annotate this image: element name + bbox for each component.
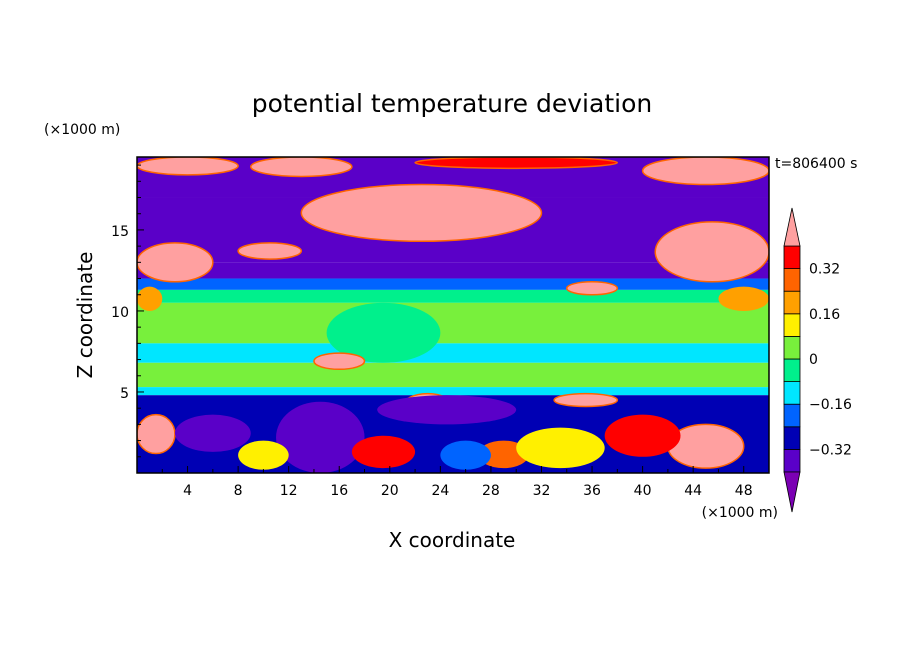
contour-patch-23: [516, 427, 605, 469]
colorbar-segment-9: [783, 245, 801, 270]
x-tick-label-16: 16: [330, 483, 348, 499]
contour-patch-1: [250, 157, 353, 178]
x-tick-label-20: 20: [381, 483, 399, 499]
contour-band-8: [137, 387, 769, 396]
colorbar-label-2: 0: [809, 352, 818, 368]
contour-band-3: [137, 278, 769, 290]
y-tick-label-5: 5: [120, 386, 129, 402]
contour-patch-7: [654, 221, 769, 283]
contour-patch-15: [137, 413, 176, 455]
contour-patch-12: [313, 352, 366, 371]
contour-patch-21: [478, 440, 529, 469]
colorbar-segment-1: [783, 426, 801, 450]
chart-title: potential temperature deviation: [252, 89, 652, 118]
x-tick-label-48: 48: [735, 483, 753, 499]
contour-patch-19: [377, 395, 517, 425]
contour-patch-11: [326, 302, 441, 363]
x-tick-label-4: 4: [183, 483, 192, 499]
contour-patch-22: [604, 414, 681, 457]
x-tick-label-36: 36: [583, 483, 601, 499]
x-axis-label: X coordinate: [389, 528, 516, 552]
colorbar-segment-6: [783, 313, 801, 337]
x-tick-label-12: 12: [280, 483, 298, 499]
contour-patch-20: [351, 435, 416, 469]
y-axis-label: Z coordinate: [73, 252, 97, 379]
plot-frame: [136, 156, 770, 474]
contour-band-5: [137, 302, 769, 344]
x-tick-label-44: 44: [684, 483, 702, 499]
colorbar-label-1: 0.16: [809, 307, 840, 323]
plot-area: [137, 157, 769, 473]
colorbar-label-3: −0.16: [809, 397, 852, 413]
colorbar-segment-8: [783, 268, 801, 292]
contour-patch-0: [137, 157, 239, 176]
colorbar: 0.32 0.16 0 −0.16 −0.32: [783, 207, 852, 513]
x-axis: 4 8 12 16 20 24 28 32 36 40 44 48: [161, 466, 753, 499]
colorbar-top-extension: [783, 207, 801, 247]
x-tick-label-32: 32: [533, 483, 551, 499]
colorbar-bottom-extension: [783, 471, 801, 513]
colorbar-label-0: 0.32: [809, 262, 840, 278]
x-tick-label-40: 40: [634, 483, 652, 499]
colorbar-segment-4: [783, 358, 801, 383]
contour-patch-8: [566, 281, 619, 296]
time-label: t=806400 s: [775, 156, 857, 172]
colorbar-label-4: −0.32: [809, 442, 852, 458]
contour-patch-14: [553, 392, 619, 408]
x-tick-label-8: 8: [234, 483, 243, 499]
y-axis: 5 10 15: [111, 164, 144, 458]
colorbar-segment-0: [783, 448, 801, 473]
contour-band-2: [137, 262, 769, 279]
contour-patch-2: [414, 157, 619, 170]
contour-patch-10: [718, 286, 769, 311]
contour-band-6: [137, 343, 769, 363]
x-tick-label-24: 24: [431, 483, 449, 499]
contour-patch-6: [237, 242, 303, 260]
contour-band-7: [137, 362, 769, 388]
contour-band-4: [137, 289, 769, 303]
y-tick-label-15: 15: [111, 224, 129, 240]
contour-patch-4: [300, 183, 543, 243]
y-tick-label-10: 10: [111, 305, 129, 321]
contour-patch-17: [174, 414, 251, 452]
contour-patch-3: [641, 157, 769, 186]
colorbar-segment-3: [783, 381, 801, 405]
colorbar-segment-5: [783, 335, 801, 360]
colorbar-segment-2: [783, 403, 801, 428]
contour-patch-25: [238, 440, 289, 470]
colorbar-segment-7: [783, 290, 801, 315]
x-unit-label: (×1000 m): [702, 505, 778, 521]
x-tick-label-28: 28: [482, 483, 500, 499]
contour-patch-24: [440, 440, 491, 470]
contour-patch-18: [276, 401, 365, 473]
contour-patch-9: [137, 286, 163, 311]
contour-patch-5: [137, 242, 214, 283]
y-unit-label: (×1000 m): [44, 122, 120, 138]
